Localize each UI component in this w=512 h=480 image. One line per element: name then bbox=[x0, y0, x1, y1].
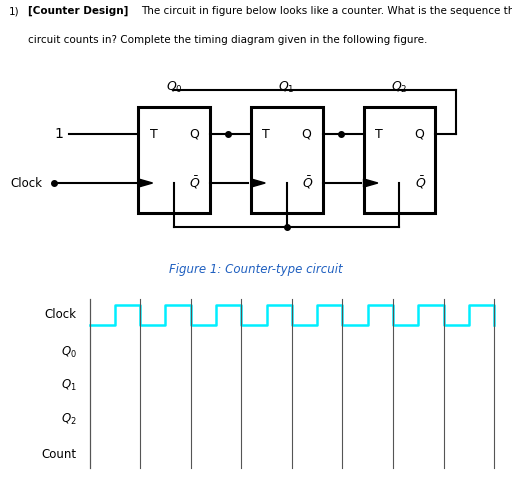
Text: [Counter Design]: [Counter Design] bbox=[28, 6, 129, 16]
Text: Clock: Clock bbox=[45, 308, 77, 321]
Text: Clock: Clock bbox=[10, 177, 42, 190]
Text: Q: Q bbox=[414, 128, 424, 141]
Text: 1): 1) bbox=[9, 6, 20, 16]
Text: T: T bbox=[262, 128, 270, 141]
Text: The circuit in figure below looks like a counter. What is the sequence that this: The circuit in figure below looks like a… bbox=[141, 6, 512, 16]
Text: Figure 1: Counter-type circuit: Figure 1: Counter-type circuit bbox=[169, 263, 343, 276]
Text: T: T bbox=[375, 128, 382, 141]
Text: Count: Count bbox=[41, 448, 77, 461]
Text: Q: Q bbox=[302, 128, 311, 141]
Bar bbox=[364, 107, 435, 213]
Text: $\bar{Q}$: $\bar{Q}$ bbox=[189, 175, 201, 191]
Text: $Q_1$: $Q_1$ bbox=[61, 378, 77, 393]
Text: $Q_2$: $Q_2$ bbox=[391, 80, 408, 95]
Polygon shape bbox=[364, 179, 378, 187]
Text: $\bar{Q}$: $\bar{Q}$ bbox=[302, 175, 313, 191]
Text: $Q_0$: $Q_0$ bbox=[61, 345, 77, 360]
Text: $Q_1$: $Q_1$ bbox=[279, 80, 295, 95]
Text: $\bar{Q}$: $\bar{Q}$ bbox=[415, 175, 426, 191]
Polygon shape bbox=[251, 179, 265, 187]
Polygon shape bbox=[138, 179, 153, 187]
Bar bbox=[251, 107, 323, 213]
Bar bbox=[138, 107, 210, 213]
Text: $Q_2$: $Q_2$ bbox=[61, 411, 77, 427]
Text: Q: Q bbox=[189, 128, 199, 141]
Text: 1: 1 bbox=[54, 127, 63, 141]
Text: circuit counts in? Complete the timing diagram given in the following figure.: circuit counts in? Complete the timing d… bbox=[28, 36, 428, 45]
Text: T: T bbox=[150, 128, 157, 141]
Text: $Q_0$: $Q_0$ bbox=[166, 80, 182, 95]
